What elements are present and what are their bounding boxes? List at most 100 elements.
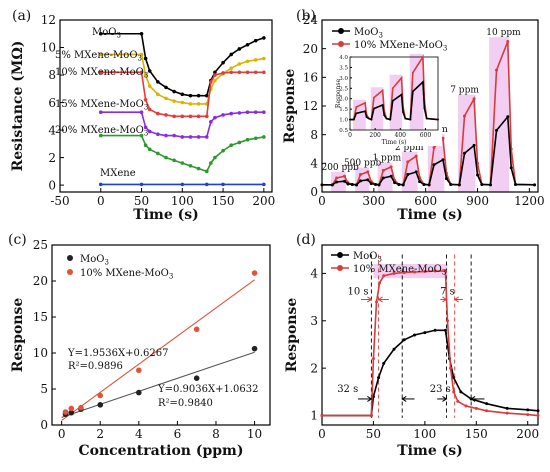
series-10-mxene-moo3-point bbox=[188, 114, 193, 119]
series-5-mxene-moo3-line bbox=[100, 53, 264, 105]
series-20-mxene-moo3-point bbox=[180, 161, 185, 165]
series-5-mxene-moo3-point bbox=[253, 58, 258, 62]
x-tick-label: 200 bbox=[516, 427, 539, 441]
series-5-mxene-moo3-point bbox=[172, 99, 176, 103]
arrow-head bbox=[367, 296, 373, 303]
panel-d: 0 50 100 150 200 1 2 3 4 Time (s) Response (d) 10 s 7… bbox=[284, 232, 540, 459]
plot-frame bbox=[51, 244, 271, 426]
series-moo3-point bbox=[377, 183, 381, 187]
series-20-mxene-moo3-point bbox=[143, 143, 148, 148]
x-tick-label: 6 bbox=[174, 427, 182, 441]
series-moo3-point bbox=[172, 89, 176, 94]
y-tick-label: 10 bbox=[41, 41, 56, 55]
series-moo3-point bbox=[374, 182, 378, 186]
series-5-mxene-moo3-point bbox=[164, 96, 168, 101]
series-moo3-point bbox=[480, 182, 484, 186]
series-5-mxene-moo3-point bbox=[245, 59, 250, 64]
series-5-mxene-moo3-point bbox=[180, 100, 185, 105]
series-10-mxene-moo3-point bbox=[375, 300, 379, 304]
inset-series-moo3-point bbox=[411, 90, 414, 93]
series-moo3-point bbox=[488, 183, 492, 187]
series-10-mxene-moo3-point bbox=[139, 70, 144, 75]
y-tick-label: 12 bbox=[303, 99, 318, 113]
data-point bbox=[193, 326, 200, 333]
inset-series-moo3-point bbox=[365, 116, 368, 118]
series-moo3-point bbox=[382, 361, 386, 365]
arrow-head bbox=[401, 396, 407, 402]
pulse-label: 7 ppm bbox=[450, 86, 479, 96]
series-10-mxene-moo3-point bbox=[369, 414, 373, 418]
annotation-label: 5% MXene-MoO3 bbox=[55, 50, 142, 63]
series-10-mxene-moo3-point bbox=[449, 366, 453, 370]
series-20-mxene-moo3-point bbox=[237, 140, 242, 145]
series-moo3-point bbox=[366, 178, 370, 182]
inset-series-10-mxene-moo3-point bbox=[400, 76, 403, 79]
series-15-mxene-moo3-point bbox=[139, 110, 144, 114]
inset-frame bbox=[349, 56, 439, 131]
series-20-mxene-moo3-point bbox=[188, 164, 193, 168]
inset-series-moo3-line bbox=[350, 80, 439, 121]
x-tick-label: 0 bbox=[97, 194, 105, 208]
y-tick-label: 24 bbox=[303, 13, 319, 27]
x-tick-label: 150 bbox=[465, 427, 488, 441]
y-tick-label: 4 bbox=[310, 267, 318, 281]
series-10-mxene-moo3-point bbox=[474, 406, 478, 410]
y-tick-label: 12 bbox=[41, 13, 56, 27]
series-10-mxene-moo3-point bbox=[495, 68, 499, 72]
series-10-mxene-moo3-point bbox=[381, 169, 385, 172]
fit-line bbox=[61, 351, 255, 418]
data-point bbox=[136, 367, 142, 374]
series-10-mxene-moo3-point bbox=[485, 409, 489, 413]
series-moo3-point bbox=[350, 182, 354, 186]
series-20-mxene-moo3-point bbox=[262, 135, 266, 139]
series-15-mxene-moo3-point bbox=[245, 110, 250, 114]
series-mxene-point bbox=[221, 182, 225, 187]
series-moo3-point bbox=[457, 183, 461, 187]
data-point bbox=[62, 409, 69, 415]
data-point bbox=[68, 405, 75, 412]
series-10-mxene-moo3-point bbox=[245, 70, 250, 75]
annotation-label: MXene bbox=[100, 168, 136, 179]
series-15-mxene-moo3-point bbox=[204, 135, 209, 139]
inset-series-10-mxene-moo3-point bbox=[381, 89, 384, 92]
series-10-mxene-moo3-point bbox=[262, 70, 266, 75]
inset-series-10-mxene-moo3-point bbox=[372, 96, 375, 99]
y-tick-label: 0 bbox=[310, 185, 318, 199]
series-moo3-point bbox=[213, 70, 217, 75]
series-moo3-point bbox=[381, 176, 385, 180]
series-10-mxene-moo3-point bbox=[456, 399, 460, 403]
y-axis-label: Response bbox=[282, 69, 298, 144]
series-10-mxene-moo3-point bbox=[98, 70, 103, 75]
series-moo3-point bbox=[377, 376, 381, 380]
x-tick-label: 10 bbox=[247, 427, 262, 441]
inset-y-tick-label: 0.5 bbox=[339, 128, 348, 134]
series-10-mxene-moo3-point bbox=[253, 70, 258, 75]
series-moo3-point bbox=[402, 338, 406, 342]
series-moo3-point bbox=[526, 408, 530, 412]
series-moo3-point bbox=[418, 180, 422, 184]
series-moo3-point bbox=[459, 390, 463, 394]
data-point bbox=[193, 375, 200, 382]
inset-series-10-mxene-moo3-point bbox=[391, 87, 394, 90]
series-moo3-point bbox=[253, 38, 258, 43]
series-moo3-point bbox=[204, 93, 209, 98]
series-10-mxene-moo3-point bbox=[472, 97, 476, 101]
data-point bbox=[78, 404, 84, 411]
y-tick-label: 0 bbox=[48, 178, 56, 192]
series-moo3-point bbox=[221, 60, 225, 65]
data-point bbox=[251, 270, 258, 276]
series-15-mxene-moo3-point bbox=[164, 133, 168, 138]
series-20-mxene-moo3-point bbox=[229, 143, 234, 148]
panel-label: (a) bbox=[12, 8, 31, 24]
series-moo3-point bbox=[432, 163, 436, 167]
inset-series-10-mxene-moo3-point bbox=[355, 106, 358, 108]
inset-series-moo3-point bbox=[372, 107, 375, 110]
inset-x-tick-label: 0 bbox=[348, 132, 352, 139]
series-5-mxene-moo3-point bbox=[262, 56, 266, 61]
series-moo3-point bbox=[452, 376, 456, 380]
y-tick-label: 2 bbox=[310, 361, 318, 375]
legend-label: MoO3 bbox=[80, 254, 109, 267]
y-tick-label: 10 bbox=[33, 346, 48, 360]
series-10-mxene-moo3-point bbox=[237, 70, 242, 75]
x-tick-label: 8 bbox=[212, 427, 220, 441]
